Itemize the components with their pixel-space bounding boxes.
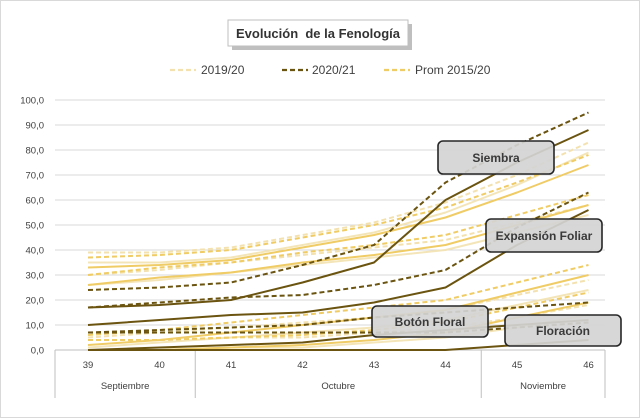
series-dashed-0-2 [87, 154, 589, 259]
stage-box-2 [371, 305, 489, 338]
y-tick-label-6: 60,0 [26, 196, 45, 207]
legend-label-0: 2019/20 [201, 63, 245, 77]
legend-label-1: 2020/21 [312, 63, 356, 77]
x-group-label-0: Septiembre [101, 381, 150, 392]
y-tick-label-4: 40,0 [26, 246, 45, 257]
y-tick-label-0: 0,0 [31, 346, 44, 357]
y-axis: 0,0 10,0 20,0 30,0 40,0 50,0 60,0 70,0 80,0 90,0 1… [20, 96, 44, 357]
stage-box-0 [437, 140, 555, 175]
y-tick-label-2: 20,0 [26, 296, 45, 307]
y-tick-label-7: 70,0 [26, 171, 45, 182]
x-tick-label-1: 40 [154, 360, 165, 371]
x-tick-label-7: 46 [583, 360, 594, 371]
y-tick-label-8: 80,0 [26, 146, 45, 157]
x-group-label-1: Octubre [321, 381, 355, 392]
stage-box-3 [504, 314, 622, 347]
series-line-3-1 [88, 339, 589, 351]
series-dashed-1-2 [87, 194, 589, 276]
legend-label-2: Prom 2015/20 [415, 63, 491, 77]
series-dashed-1-1 [87, 191, 589, 309]
x-tick-label-0: 39 [83, 360, 94, 371]
series-dashed-0-0 [88, 141, 589, 254]
y-tick-label-5: 50,0 [26, 221, 45, 232]
x-tick-label-3: 42 [297, 360, 308, 371]
y-tick-label-10: 100,0 [20, 96, 44, 107]
title-frame [227, 19, 409, 47]
x-group-label-2: Noviembre [520, 381, 566, 392]
x-tick-label-5: 44 [440, 360, 451, 371]
chart-title: Evolución de la Fenología [236, 26, 401, 41]
stage-box-1 [485, 218, 603, 253]
stage-annotations: Siembra Expansión Foliar Botón Floral Flora… [371, 140, 622, 347]
stage-label-1: Expansión Foliar [496, 229, 593, 243]
series-dashed-0-1 [87, 111, 589, 291]
stage-label-3: Floración [536, 324, 590, 338]
stage-label-2: Botón Floral [395, 315, 466, 329]
stage-label-0: Siembra [472, 151, 520, 165]
y-tick-label-3: 30,0 [26, 271, 45, 282]
y-tick-label-1: 10,0 [26, 321, 45, 332]
series-line-0-2 [87, 164, 589, 269]
x-tick-label-2: 41 [226, 360, 237, 371]
x-tick-label-6: 45 [512, 360, 523, 371]
series-line-0-0 [88, 151, 589, 264]
y-tick-label-9: 90,0 [26, 121, 45, 132]
legend: 2019/20 2020/21 Prom 2015/20 [170, 63, 491, 77]
series-dashed-2-1 [87, 301, 589, 334]
x-tick-label-4: 43 [369, 360, 380, 371]
